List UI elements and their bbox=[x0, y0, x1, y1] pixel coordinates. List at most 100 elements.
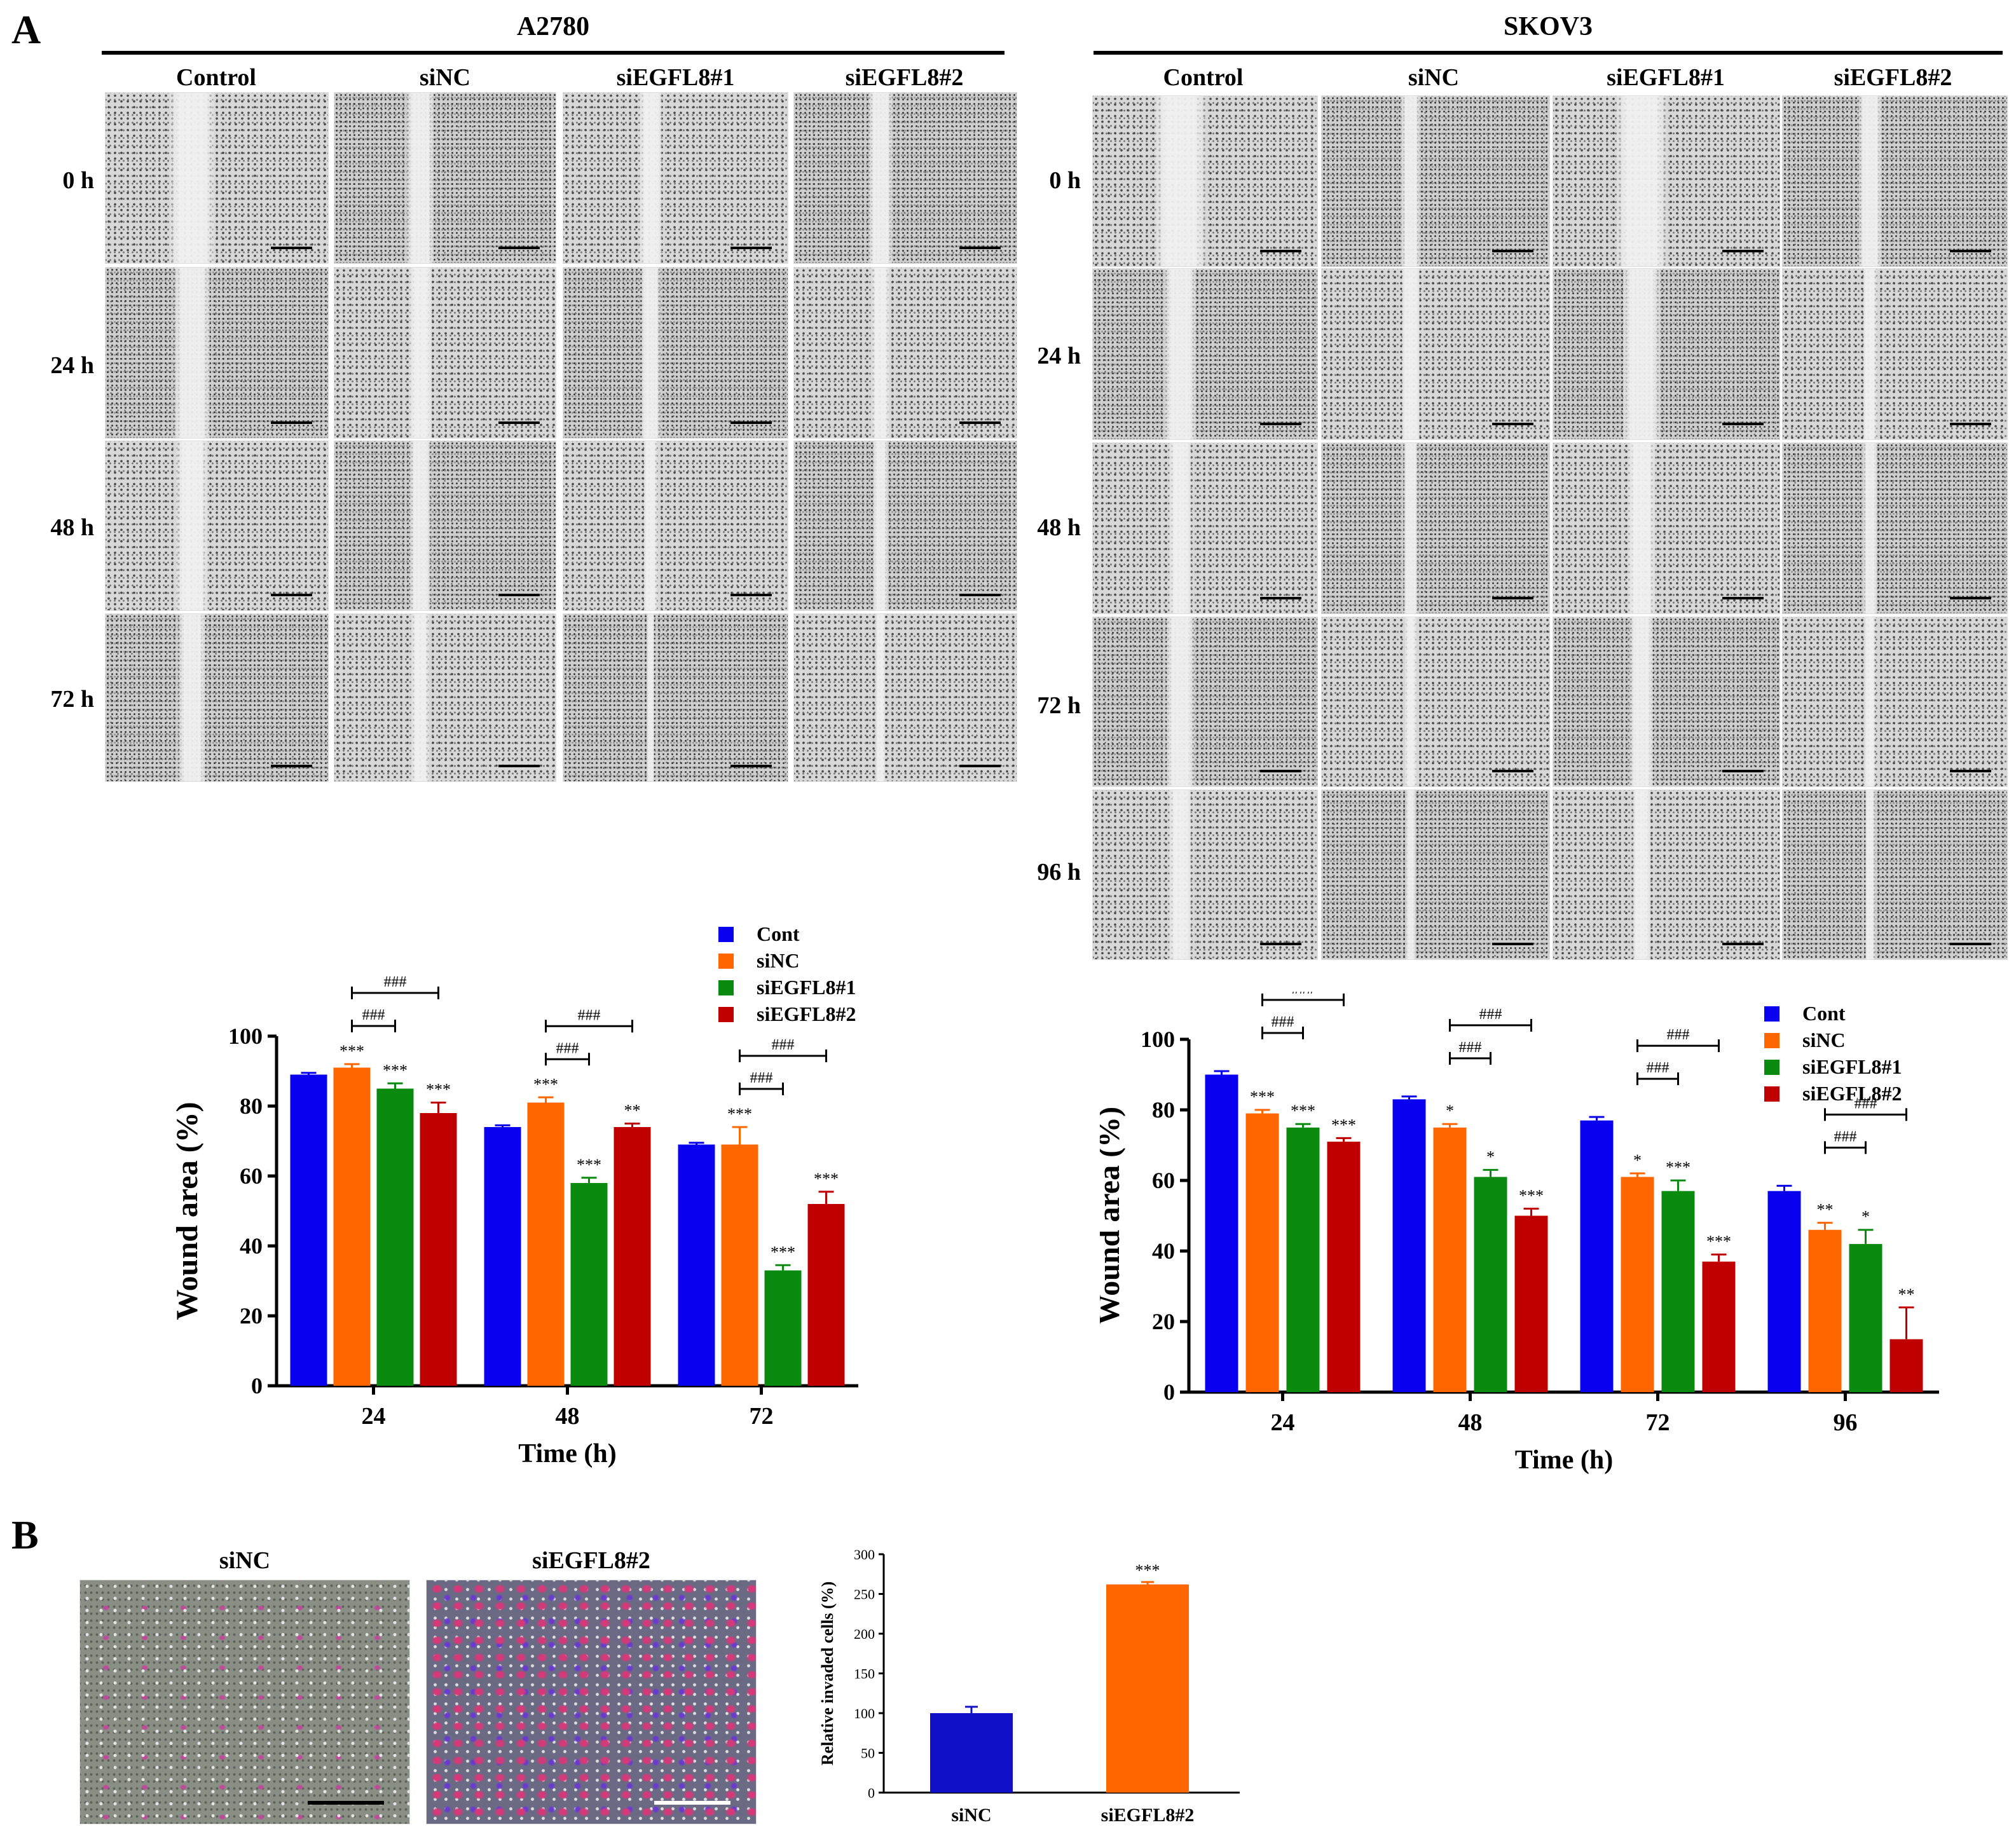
significance-stars: ** bbox=[1817, 1201, 1834, 1219]
bar-siNC bbox=[333, 1067, 371, 1386]
wound-gap bbox=[1630, 617, 1653, 786]
micrograph-tile bbox=[1321, 617, 1550, 787]
significance-stars: *** bbox=[1135, 1561, 1160, 1580]
micrograph-tile bbox=[1553, 95, 1780, 267]
invasion-chart: 0 50 100 150 200 250 300 Relative invaded cells… bbox=[818, 1547, 1240, 1826]
skov3-col-control: Control bbox=[1163, 64, 1244, 91]
x-tick-label: 72 bbox=[1646, 1409, 1670, 1436]
scale-bar bbox=[1722, 250, 1764, 252]
legend-label: siNC bbox=[1802, 1029, 1846, 1051]
skov3-row-48h: 48 h bbox=[1037, 514, 1081, 541]
hash-label: ### bbox=[1647, 1060, 1670, 1076]
scale-bar bbox=[498, 247, 540, 249]
scale-bar bbox=[1722, 597, 1764, 599]
bar-siEGFL8#2 bbox=[614, 1127, 651, 1386]
micrograph-tile bbox=[1321, 790, 1550, 960]
significance-stars: *** bbox=[1250, 1088, 1275, 1106]
scale-bar bbox=[1492, 423, 1533, 425]
bar-siNC bbox=[1245, 1113, 1279, 1392]
wound-gap bbox=[874, 441, 888, 610]
significance-stars: *** bbox=[727, 1105, 752, 1123]
a2780-row-48h: 48 h bbox=[50, 514, 94, 541]
wound-gap bbox=[1164, 269, 1197, 439]
wound-gap bbox=[411, 614, 429, 781]
panel-label-b: B bbox=[11, 1512, 39, 1557]
micrograph-tile bbox=[1092, 617, 1318, 787]
micrograph-tile bbox=[1782, 617, 2008, 787]
wound-gap bbox=[643, 441, 658, 610]
micrograph-tile bbox=[105, 267, 329, 439]
bar-siEGFL8#2 bbox=[1889, 1339, 1923, 1392]
y-tick-label: 40 bbox=[1152, 1238, 1175, 1264]
bar-siNC bbox=[527, 1102, 565, 1386]
legend-swatch bbox=[1764, 1033, 1779, 1048]
scale-bar bbox=[271, 594, 312, 596]
y-tick-label: 80 bbox=[240, 1093, 263, 1119]
y-tick-label: 0 bbox=[1163, 1379, 1175, 1405]
micrograph-tile bbox=[793, 441, 1017, 611]
y-tick-label: 60 bbox=[240, 1163, 263, 1189]
skov3-col-sinc: siNC bbox=[1408, 64, 1460, 91]
micrograph-tile bbox=[1092, 790, 1318, 960]
bar-siEGFL8#1 bbox=[570, 1183, 608, 1386]
y-tick-label: 40 bbox=[240, 1233, 263, 1259]
y-tick-label: 200 bbox=[854, 1626, 875, 1642]
bar-Cont bbox=[290, 1074, 327, 1386]
scale-bar bbox=[959, 765, 1001, 767]
x-tick-label: 24 bbox=[1271, 1409, 1295, 1436]
wound-gap bbox=[1404, 443, 1418, 613]
a2780-row-0h: 0 h bbox=[62, 167, 94, 194]
bar-Cont bbox=[1767, 1191, 1801, 1392]
x-axis-label: Time (h) bbox=[518, 1439, 616, 1468]
legend-swatch bbox=[718, 980, 734, 995]
a2780-rule bbox=[102, 51, 1005, 55]
wound-gap bbox=[1405, 617, 1416, 786]
a2780-col-control: Control bbox=[176, 64, 256, 91]
micrograph-tile bbox=[1782, 442, 2008, 614]
scale-bar bbox=[1492, 597, 1533, 599]
y-tick-label: 100 bbox=[1141, 1027, 1175, 1052]
bar-siEGFL8#1 bbox=[376, 1088, 414, 1386]
hash-label: ### bbox=[384, 974, 407, 990]
wound-gap bbox=[1155, 96, 1205, 266]
legend-swatch bbox=[1764, 1086, 1779, 1102]
y-tick-label: 20 bbox=[1152, 1309, 1175, 1334]
a2780-title: A2780 bbox=[516, 12, 590, 41]
micrograph-tile bbox=[1092, 268, 1318, 440]
hash-label: ### bbox=[556, 1040, 579, 1056]
micrograph-tile bbox=[1321, 442, 1550, 614]
hash-label: ### bbox=[1459, 1039, 1482, 1056]
scale-bar bbox=[1492, 770, 1533, 772]
micrograph-tile bbox=[1321, 268, 1550, 440]
micrograph-tile bbox=[1321, 95, 1550, 267]
wound-gap bbox=[409, 268, 432, 438]
y-tick-label: 0 bbox=[251, 1373, 263, 1398]
bar-siEGFL8#2 bbox=[420, 1113, 457, 1386]
hash-label: ### bbox=[362, 1007, 385, 1023]
micrograph-tile bbox=[334, 613, 556, 782]
wound-gap bbox=[1167, 617, 1194, 786]
scale-bar bbox=[1722, 943, 1764, 945]
scale-bar bbox=[308, 1801, 384, 1805]
wound-gap bbox=[871, 268, 890, 438]
y-tick-label: 50 bbox=[861, 1746, 875, 1761]
legend-swatch bbox=[718, 1007, 734, 1022]
hash-label: ### bbox=[1292, 992, 1315, 997]
x-tick-label: siNC bbox=[951, 1805, 991, 1826]
scale-bar bbox=[959, 594, 1001, 596]
wound-gap bbox=[1863, 269, 1877, 439]
scale-bar bbox=[1950, 770, 1991, 772]
bar-siEGFL8#1 bbox=[1661, 1191, 1695, 1392]
hash-label: ### bbox=[1667, 1027, 1690, 1043]
micrograph-tile bbox=[563, 92, 788, 264]
significance-stars: *** bbox=[1666, 1158, 1690, 1177]
micrograph-tile bbox=[1782, 268, 2008, 440]
scale-bar bbox=[730, 765, 772, 767]
y-axis-label: Wound area (%) bbox=[1100, 1107, 1126, 1325]
y-tick-label: 100 bbox=[854, 1706, 875, 1721]
wound-gap bbox=[875, 614, 886, 781]
significance-stars: * bbox=[1486, 1147, 1495, 1166]
significance-stars: *** bbox=[1291, 1102, 1315, 1120]
wound-gap bbox=[641, 268, 660, 438]
